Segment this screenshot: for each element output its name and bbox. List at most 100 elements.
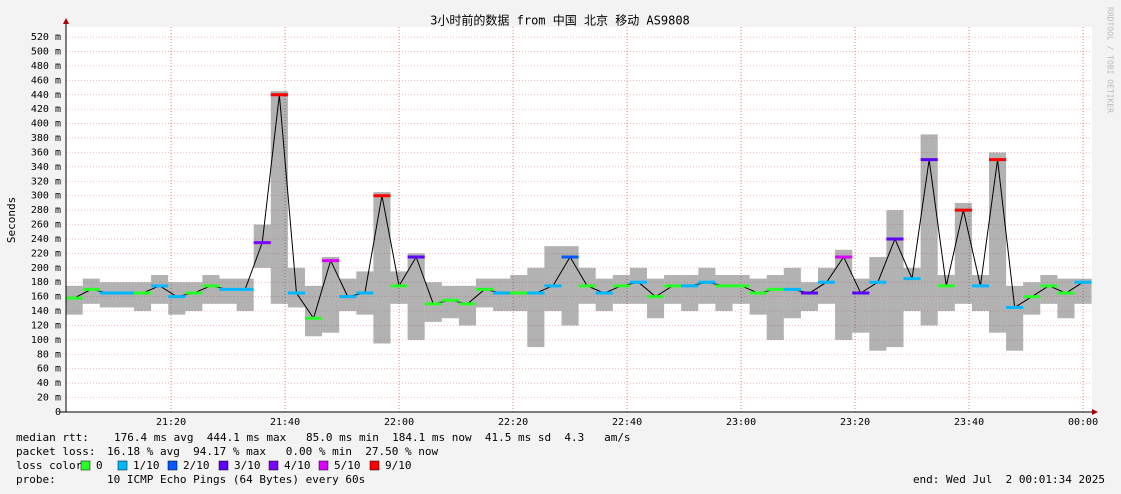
legend-label: 0 [96, 459, 103, 472]
smoke [989, 152, 1007, 333]
legend-swatch [218, 460, 229, 471]
x-tick-label: 21:40 [270, 417, 300, 428]
y-tick-label: 200 m [31, 263, 61, 274]
y-tick-label: 180 m [31, 277, 61, 288]
x-tick-label: 21:20 [156, 417, 186, 428]
plot [65, 27, 1092, 413]
smoke [458, 285, 477, 326]
legend-label: 3/10 [234, 459, 261, 472]
x-tick-label: 22:00 [384, 417, 414, 428]
smoke [441, 285, 459, 319]
smoke [544, 246, 562, 312]
y-tick-label: 0 [55, 407, 61, 418]
y-axis-label: Seconds [5, 197, 18, 243]
stats-text: 16.18 % avg 94.17 % max 0.00 % min 27.50… [107, 445, 439, 458]
legend-swatch [167, 460, 178, 471]
legend-label: 1/10 [133, 459, 160, 472]
smoke [869, 256, 887, 351]
smoke [373, 192, 391, 344]
smoke [852, 278, 870, 333]
x-arrow [1092, 409, 1098, 415]
smoke [185, 282, 203, 312]
y-tick-label: 400 m [31, 119, 61, 130]
smoke [818, 267, 836, 304]
smoke [476, 278, 494, 308]
stats-label: median rtt: [16, 431, 89, 444]
smoke [527, 267, 545, 348]
y-tick-label: 440 m [31, 90, 61, 101]
x-tick-label: 23:20 [840, 417, 870, 428]
y-tick-label: 380 m [31, 133, 61, 144]
x-tick-label: 23:40 [954, 417, 984, 428]
smoke [1023, 282, 1041, 315]
y-tick-label: 20 m [37, 393, 61, 404]
smoke [493, 278, 511, 312]
smoke [732, 275, 750, 304]
y-tick-label: 520 m [31, 32, 61, 43]
y-tick-label: 500 m [31, 47, 61, 58]
y-tick-label: 40 m [37, 378, 61, 389]
y-tick-label: 280 m [31, 205, 61, 216]
y-tick-label: 140 m [31, 306, 61, 317]
smoke [920, 134, 938, 326]
smoke [202, 275, 220, 304]
smoke [116, 282, 135, 308]
smoke [647, 278, 665, 319]
y-tick-label: 320 m [31, 176, 61, 187]
smoke [65, 285, 83, 315]
y-arrow [63, 18, 69, 24]
legend-label: 4/10 [284, 459, 311, 472]
watermark: RRDTOOL / TOBI OETIKER [1106, 7, 1115, 113]
smoke [270, 91, 288, 304]
smoke [305, 285, 323, 337]
legend-swatch [80, 460, 91, 471]
smoke [629, 267, 648, 304]
smoke [766, 275, 784, 340]
smoke [1040, 275, 1058, 304]
smoke [134, 282, 152, 312]
smoke [681, 275, 699, 312]
smoke [322, 256, 340, 333]
smoke [954, 202, 972, 304]
legend-label: 2/10 [183, 459, 210, 472]
x-tick-label: 00:00 [1068, 417, 1098, 428]
stats-label: probe: [16, 473, 56, 486]
smoke [937, 275, 955, 312]
smoke [835, 249, 853, 340]
y-tick-label: 300 m [31, 191, 61, 202]
y-tick-label: 260 m [31, 220, 61, 231]
smoke [664, 275, 682, 304]
y-tick-label: 420 m [31, 104, 61, 115]
smoke [800, 282, 819, 312]
smoke [219, 278, 237, 304]
smoke [749, 278, 767, 315]
smoke [561, 246, 579, 326]
legend-swatch [369, 460, 380, 471]
y-tick-label: 360 m [31, 147, 61, 158]
y-tick-label: 60 m [37, 364, 61, 375]
stats-text: 176.4 ms avg 444.1 ms max 85.0 ms min 18… [114, 431, 631, 444]
smoke [595, 278, 613, 312]
smoke [715, 275, 733, 312]
legend-label: loss color: [16, 459, 89, 472]
smoke [236, 278, 254, 312]
y-tick-label: 460 m [31, 75, 61, 86]
legend-swatch [268, 460, 279, 471]
legend-swatch [117, 460, 128, 471]
stats-label: packet loss: [16, 445, 95, 458]
smoke [783, 267, 801, 319]
y-tick-label: 80 m [37, 349, 61, 360]
y-tick-label: 100 m [31, 335, 61, 346]
y-tick-label: 160 m [31, 292, 61, 303]
smoke [1006, 285, 1024, 351]
smoke [407, 253, 425, 340]
legend-swatch [318, 460, 329, 471]
smoke [612, 275, 630, 304]
smoke [886, 210, 904, 348]
legend-label: 9/10 [385, 459, 412, 472]
smoke [903, 267, 921, 312]
smoke [1057, 278, 1075, 319]
chart-title: 3小时前的数据 from 中国 北京 移动 AS9808 [430, 13, 690, 28]
stats-text: 10 ICMP Echo Pings (64 Bytes) every 60s [107, 473, 365, 486]
